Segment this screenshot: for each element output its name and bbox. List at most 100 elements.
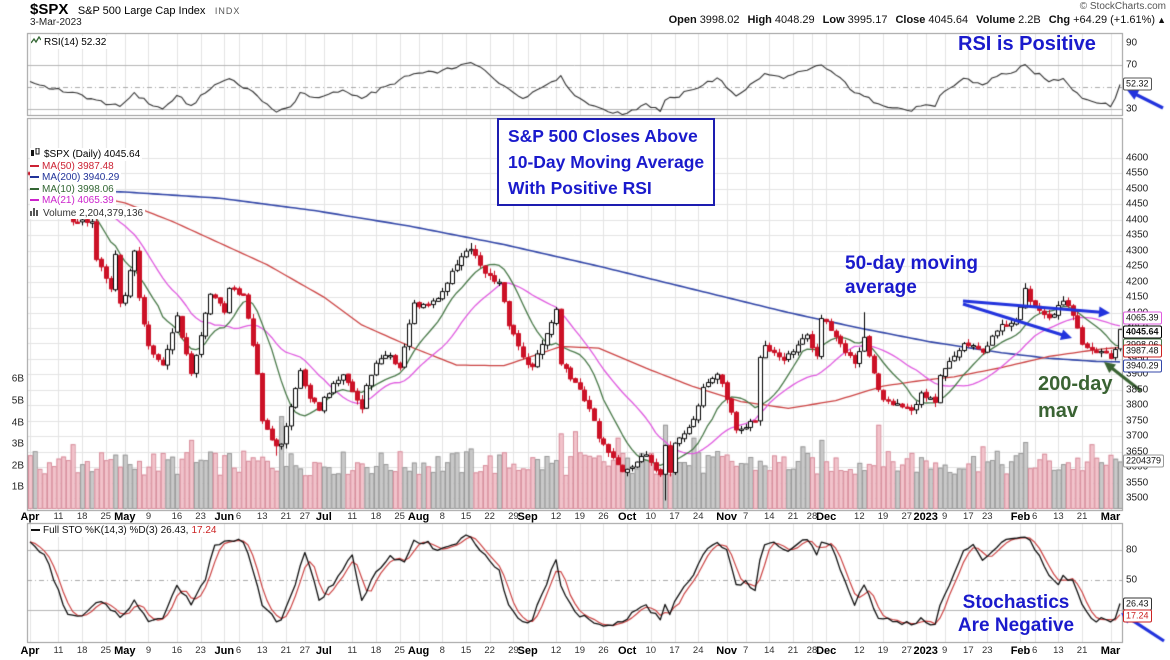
quote-value: 4045.64 xyxy=(928,14,969,26)
symbol-name: S&P 500 Large Cap Index xyxy=(77,5,206,17)
x-axis-tick: 13 xyxy=(1053,645,1064,656)
x-axis-tick: 15 xyxy=(460,645,472,656)
value-tag: 3940.29 xyxy=(1123,359,1162,373)
x-axis-tick: 23 xyxy=(982,511,993,522)
x-axis-tick: 28 xyxy=(806,511,818,522)
ma200-dash-icon xyxy=(30,176,39,179)
x-axis-tick: Apr xyxy=(20,645,40,657)
rsi-y-tick: 70 xyxy=(1126,59,1138,71)
x-axis-tick: 21 xyxy=(787,645,799,656)
rsi-legend: RSI(14) 52.32 xyxy=(30,35,109,49)
volume-y-tick: 3B xyxy=(11,438,24,450)
x-axis-tick: 21 xyxy=(1076,645,1088,656)
stoch-dash-icon xyxy=(31,529,40,532)
volume-y-tick: 5B xyxy=(11,395,24,407)
main-y-tick: 3950 xyxy=(1126,353,1148,364)
x-axis-tick: 13 xyxy=(256,645,268,656)
x-axis-tick: 9 xyxy=(145,645,152,656)
x-axis-tick: 21 xyxy=(1076,511,1088,522)
legend-ma21-row: MA(21) 4065.39 xyxy=(30,195,116,207)
ma200-annotation: 200-day mav xyxy=(1038,371,1113,425)
main-y-tick: 4300 xyxy=(1126,245,1149,257)
x-axis-tick: 12 xyxy=(854,645,865,656)
main-y-tick: 4450 xyxy=(1126,198,1149,210)
legend-ma50-row: MA(50) 3987.48 xyxy=(30,160,116,172)
legend-spx: $SPX (Daily) 4045.64 xyxy=(44,148,141,160)
stoch-legend-d-value: 17.24 xyxy=(191,525,217,536)
x-axis-tick: 14 xyxy=(764,511,775,522)
x-axis-tick: May xyxy=(114,511,136,523)
volume-y-tick: 2B xyxy=(11,460,24,472)
stoch-annotation: Stochastics Are Negative xyxy=(942,591,1090,637)
main-y-tick: 4500 xyxy=(1126,183,1149,195)
x-axis-tick: 11 xyxy=(53,645,64,656)
x-axis-tick: 9 xyxy=(145,511,152,522)
x-axis-tick: 22 xyxy=(484,511,495,522)
main-y-tick: 4250 xyxy=(1126,260,1149,272)
main-y-tick: 3700 xyxy=(1126,430,1149,442)
volume-bars-icon xyxy=(30,207,40,220)
legend-volume-row: Volume 2,204,379,136 xyxy=(30,206,146,220)
rsi-y-tick: 30 xyxy=(1126,103,1138,115)
x-axis-tick: Aug xyxy=(407,511,430,523)
x-axis-tick: 9 xyxy=(941,645,948,656)
ma10-dash-icon xyxy=(30,187,39,190)
x-axis-tick: Nov xyxy=(716,511,738,523)
quote-value: 3998.02 xyxy=(699,14,740,26)
x-axis-tick: 26 xyxy=(598,511,609,522)
x-axis-tick: 25 xyxy=(100,645,112,656)
x-axis-tick: 6 xyxy=(1032,645,1038,656)
main-y-tick: 3750 xyxy=(1126,415,1149,427)
x-axis-tick: Mar xyxy=(1100,645,1121,657)
main-y-tick: 3900 xyxy=(1126,368,1149,380)
quote-label: Chg xyxy=(1048,14,1071,26)
rsi-annotation: RSI is Positive xyxy=(958,33,1096,55)
x-axis-tick: Nov xyxy=(716,645,738,657)
chart-date: 3-Mar-2023 xyxy=(30,17,82,28)
ma50-annotation-line1: 50-day moving xyxy=(845,253,979,274)
legend-spx-row: $SPX (Daily) 4045.64 xyxy=(30,147,143,161)
x-axis-tick: 21 xyxy=(280,511,292,522)
main-y-tick: 4350 xyxy=(1126,229,1149,241)
quote-label: Close xyxy=(895,14,926,26)
x-axis-tick: 27 xyxy=(299,645,311,656)
x-axis-tick: 6 xyxy=(235,511,242,522)
symbol: $SPX xyxy=(30,1,69,18)
rsi-legend-text: RSI(14) 52.32 xyxy=(44,36,107,48)
x-axis-tick: Jun xyxy=(214,511,235,523)
x-axis-tick: 11 xyxy=(347,511,358,522)
ma50-dash-icon xyxy=(30,164,39,167)
main-y-tick: 3850 xyxy=(1126,384,1149,396)
main-y-tick: 3800 xyxy=(1126,399,1149,411)
x-axis-tick: 10 xyxy=(645,645,657,656)
rsi-y-tick: 90 xyxy=(1126,37,1138,49)
quote-value: 2.2B xyxy=(1018,14,1041,26)
quote-label: Volume xyxy=(976,14,1016,26)
x-axis-tick: 7 xyxy=(742,645,749,656)
stoch-y-tick: 50 xyxy=(1126,574,1138,586)
quote-label: High xyxy=(747,14,772,26)
main-y-tick: 3550 xyxy=(1126,477,1149,489)
x-axis-tick: 2023 xyxy=(913,511,938,523)
x-axis-tick: 25 xyxy=(394,511,405,522)
ma200-annotation-line2: mav xyxy=(1038,400,1079,422)
legend-ma200: MA(200) 3940.29 xyxy=(42,172,120,183)
annotation-box: S&P 500 Closes Above 10-Day Moving Avera… xyxy=(497,118,716,206)
x-axis-tick: 17 xyxy=(669,511,680,522)
x-axis-tick: 29 xyxy=(508,645,519,656)
volume-y-tick: 6B xyxy=(11,373,24,385)
main-y-tick: 3500 xyxy=(1126,492,1149,504)
annotation-box-line1: S&P 500 Closes Above xyxy=(508,126,698,146)
x-axis-tick: Oct xyxy=(617,511,637,523)
x-axis-tick: 18 xyxy=(370,511,382,522)
value-tag: 17.24 xyxy=(1123,609,1152,623)
x-axis-tick: 18 xyxy=(76,645,88,656)
quote-value: 3995.17 xyxy=(847,14,888,26)
x-axis-tick: 21 xyxy=(280,645,292,656)
stoch-legend: Full STO %K(14,3) %D(3) 26.43, 17.24 xyxy=(31,525,219,537)
ma200-annotation-line1: 200-day xyxy=(1038,373,1113,395)
x-axis-tick: 19 xyxy=(877,645,889,656)
x-axis-tick: 7 xyxy=(742,511,749,522)
x-axis-tick: 15 xyxy=(460,511,472,522)
